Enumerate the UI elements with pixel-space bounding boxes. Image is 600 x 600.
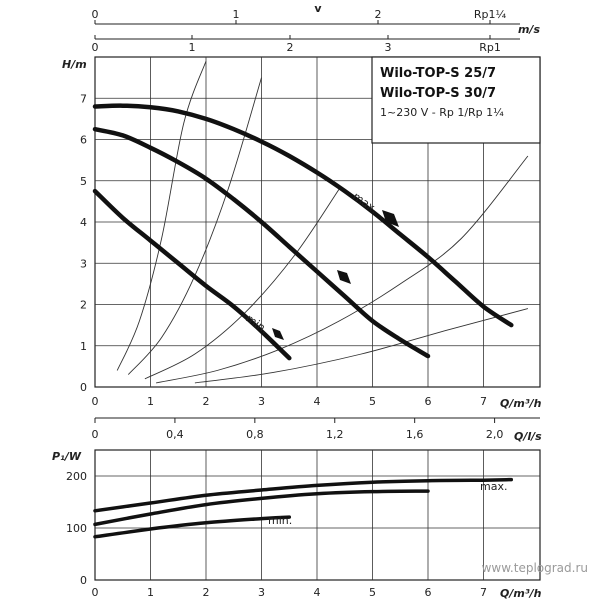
ls-axis: 0 0,4 0,8 1,2 1,6 2,0 Q/l/s <box>92 417 542 443</box>
ls-tick: 0,4 <box>166 428 184 441</box>
power-chart: 0 1 2 3 4 5 6 7 0 100 200 P₁/W Q/m³/h max. min. <box>52 449 542 600</box>
head-curve <box>92 188 292 361</box>
v-tick-rp1: 2 <box>287 41 294 54</box>
power-series <box>93 477 514 539</box>
power-plot-frame <box>94 449 541 581</box>
power-curve <box>93 515 292 539</box>
power-x-tick: 2 <box>203 586 210 599</box>
max-power-annotation: max. <box>480 480 507 493</box>
system-curve <box>156 155 529 384</box>
head-y-tick: 5 <box>80 175 87 188</box>
v-tick-rp114: 2 <box>375 8 382 21</box>
power-y-tick: 200 <box>66 470 87 483</box>
head-ticks: 0 1 2 3 4 5 6 7 0 1 2 3 4 5 6 7 <box>80 92 487 408</box>
legend-box <box>371 56 541 144</box>
power-curve <box>93 489 430 527</box>
head-x-tick: 1 <box>147 395 154 408</box>
power-y-tick: 0 <box>80 574 87 587</box>
ls-ticks: 0 0,4 0,8 1,2 1,6 2,0 <box>92 418 504 441</box>
ls-tick: 0 <box>92 428 99 441</box>
v-tick-rp114: 1 <box>233 8 240 21</box>
legend-line1: Wilo-TOP-S 25/7 <box>380 66 496 81</box>
v-ticks-rp114: 0 1 2 Rp1¼ <box>92 8 507 24</box>
power-x-tick: 5 <box>369 586 376 599</box>
v-tick-rp1: Rp1 <box>479 41 501 54</box>
ls-tick: 2,0 <box>486 428 504 441</box>
legend-line3: 1~230 V - Rp 1/Rp 1¼ <box>380 106 504 119</box>
v-tick-rp1: 0 <box>92 41 99 54</box>
head-y-tick: 7 <box>80 92 87 105</box>
head-x-tick: 5 <box>369 395 376 408</box>
head-series <box>92 103 514 361</box>
head-y-tick: 4 <box>80 216 87 229</box>
head-x-tick: 2 <box>203 395 210 408</box>
head-x-tick: 3 <box>258 395 265 408</box>
max-marker <box>382 210 399 227</box>
min-power-annotation: min. <box>268 514 292 527</box>
head-y-tick: 2 <box>80 299 87 312</box>
power-x-tick: 7 <box>480 586 487 599</box>
ls-label: Q/l/s <box>514 430 542 443</box>
v-ticks-rp1: 0 1 2 3 Rp1 <box>92 35 501 54</box>
velocity-axes: v m/s 0 1 2 Rp1¼ 0 1 2 3 Rp1 <box>92 2 541 54</box>
system-curve <box>194 308 529 384</box>
system-curve <box>116 60 207 371</box>
head-curve <box>92 126 431 359</box>
mid-marker <box>337 270 351 284</box>
min-marker <box>272 328 284 340</box>
power-y-label: P₁/W <box>52 450 82 463</box>
head-curve <box>92 103 514 328</box>
head-x-tick: 0 <box>92 395 99 408</box>
power-x-tick: 0 <box>92 586 99 599</box>
head-chart: 0 1 2 3 4 5 6 7 0 1 2 3 4 5 6 7 H/m Q/m³/h Wilo-TOP-S 2… <box>62 56 542 410</box>
v-label: v <box>314 2 322 15</box>
system-curves <box>116 60 529 384</box>
system-curve <box>144 188 340 380</box>
head-y-tick: 1 <box>80 340 87 353</box>
v-tick-rp1: 3 <box>385 41 392 54</box>
power-x-tick: 1 <box>147 586 154 599</box>
v-tick-rp114: Rp1¼ <box>474 8 507 21</box>
v-tick-rp1: 1 <box>189 41 196 54</box>
power-curve <box>93 477 514 513</box>
ls-tick: 1,2 <box>326 428 344 441</box>
v-tick-rp114: 0 <box>92 8 99 21</box>
head-x-tick: 6 <box>425 395 432 408</box>
power-ticks: 0 1 2 3 4 5 6 7 0 100 200 <box>66 470 487 599</box>
power-x-label: Q/m³/h <box>500 587 542 600</box>
head-y-tick: 0 <box>80 381 87 394</box>
head-y-label: H/m <box>62 58 87 71</box>
power-x-tick: 4 <box>314 586 321 599</box>
min-annotation: min. <box>243 312 270 337</box>
head-x-label: Q/m³/h <box>500 397 542 410</box>
ls-tick: 1,6 <box>406 428 424 441</box>
power-x-tick: 3 <box>258 586 265 599</box>
system-curve <box>127 77 262 375</box>
legend-line2: Wilo-TOP-S 30/7 <box>380 86 496 101</box>
head-y-tick: 3 <box>80 257 87 270</box>
head-y-tick: 6 <box>80 134 87 147</box>
legend: Wilo-TOP-S 25/7 Wilo-TOP-S 30/7 1~230 V … <box>371 56 541 144</box>
head-x-tick: 7 <box>480 395 487 408</box>
head-x-tick: 4 <box>314 395 321 408</box>
power-grid <box>94 449 541 581</box>
power-x-tick: 6 <box>425 586 432 599</box>
ms-label: m/s <box>518 23 540 36</box>
ls-tick: 0,8 <box>246 428 264 441</box>
power-y-tick: 100 <box>66 522 87 535</box>
watermark: www.teplograd.ru <box>482 561 588 575</box>
